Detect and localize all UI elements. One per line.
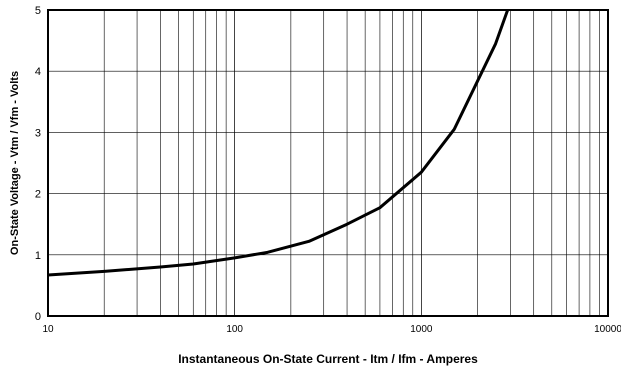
x-tick-label: 10000 [594, 324, 621, 335]
x-tick-labels: 10 100 1000 10000 [42, 324, 621, 335]
x-tick-label: 10 [42, 324, 54, 335]
y-tick-label: 5 [35, 5, 41, 17]
y-axis-label: On-State Voltage - Vtm / Vfm - Volts [9, 71, 21, 255]
y-tick-label: 3 [35, 127, 41, 139]
y-tick-label: 4 [35, 66, 41, 78]
plot-frame [47, 9, 609, 317]
y-tick-label: 2 [35, 189, 41, 201]
grid-lines [48, 10, 608, 316]
x-tick-label: 1000 [410, 324, 433, 335]
x-axis-label: Instantaneous On-State Current - Itm / I… [178, 352, 478, 366]
y-tick-labels: 0 1 2 3 4 5 [35, 5, 41, 323]
y-tick-label: 1 [35, 250, 41, 262]
x-tick-label: 100 [226, 324, 243, 335]
y-tick-label: 0 [35, 311, 41, 323]
series-line [47, 9, 510, 277]
